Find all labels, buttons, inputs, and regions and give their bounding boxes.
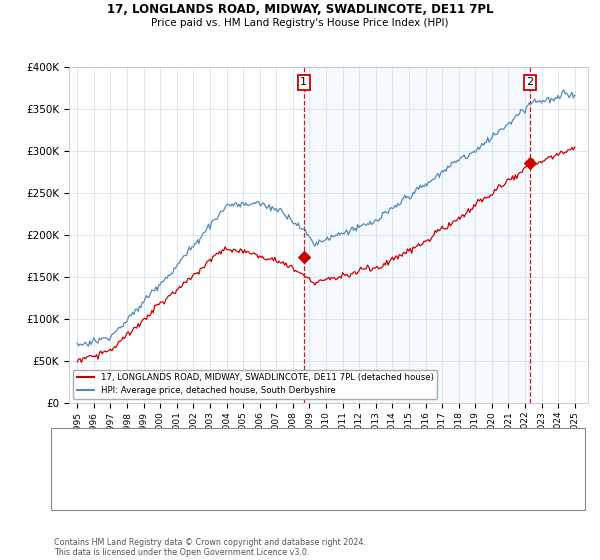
Text: 1: 1 bbox=[300, 77, 307, 87]
Text: 1: 1 bbox=[64, 447, 70, 458]
Text: Price paid vs. HM Land Registry's House Price Index (HPI): Price paid vs. HM Land Registry's House … bbox=[151, 18, 449, 28]
Text: 8% ↓ HPI: 8% ↓ HPI bbox=[414, 483, 463, 493]
Text: 2: 2 bbox=[64, 483, 70, 493]
Text: £174,000: £174,000 bbox=[264, 447, 313, 458]
Text: £286,000: £286,000 bbox=[264, 483, 313, 493]
Text: 17, LONGLANDS ROAD, MIDWAY, SWADLINCOTE, DE11 7PL: 17, LONGLANDS ROAD, MIDWAY, SWADLINCOTE,… bbox=[107, 3, 493, 16]
Text: 29-AUG-2008: 29-AUG-2008 bbox=[87, 447, 157, 458]
Text: 21-APR-2022: 21-APR-2022 bbox=[87, 483, 154, 493]
Point bbox=[299, 253, 308, 262]
Text: Contains HM Land Registry data © Crown copyright and database right 2024.
This d: Contains HM Land Registry data © Crown c… bbox=[54, 538, 366, 557]
Legend: 17, LONGLANDS ROAD, MIDWAY, SWADLINCOTE, DE11 7PL (detached house), HPI: Average: 17, LONGLANDS ROAD, MIDWAY, SWADLINCOTE,… bbox=[73, 370, 437, 399]
Text: 20% ↓ HPI: 20% ↓ HPI bbox=[414, 447, 469, 458]
Point bbox=[526, 158, 535, 167]
Bar bbox=[304, 67, 530, 403]
Text: 2: 2 bbox=[527, 77, 533, 87]
